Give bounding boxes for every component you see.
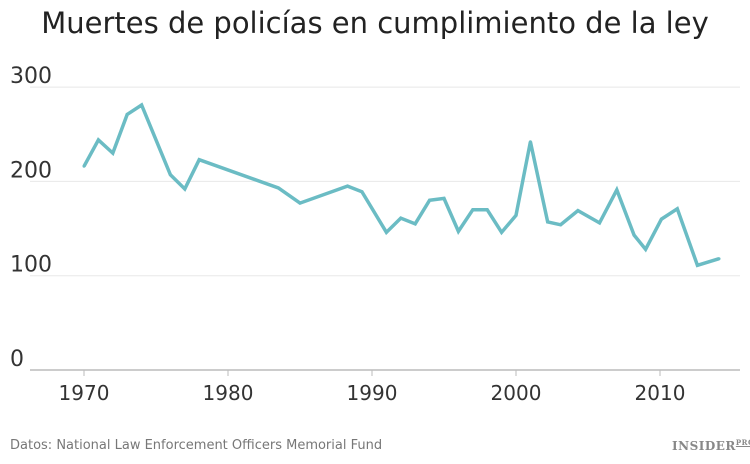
data-point [528, 140, 532, 144]
data-point [485, 208, 489, 212]
logo-text: INSIDER [672, 439, 736, 453]
data-point [413, 222, 417, 226]
x-tick-label: 2000 [491, 381, 542, 405]
data-point [659, 217, 663, 221]
data-point [197, 158, 201, 162]
data-point [546, 220, 550, 224]
chart-title: Muertes de policías en cumplimiento de l… [41, 6, 709, 40]
data-point [111, 151, 115, 155]
data-point [346, 184, 350, 188]
x-tick-label: 1980 [203, 381, 254, 405]
source-note: Datos: National Law Enforcement Officers… [10, 438, 383, 453]
data-point [183, 187, 187, 191]
data-point [695, 263, 699, 267]
data-point [471, 208, 475, 212]
data-point [559, 223, 563, 227]
data-point [96, 138, 100, 142]
insider-pro-logo: INSIDERPRO [672, 438, 750, 453]
data-point [298, 201, 302, 205]
data-point [140, 103, 144, 107]
data-point [428, 198, 432, 202]
data-point [399, 216, 403, 220]
y-tick-label: 100 [10, 253, 52, 278]
data-point [276, 186, 280, 190]
data-point [384, 230, 388, 234]
data-point [360, 190, 364, 194]
data-point [615, 188, 619, 192]
data-point [442, 196, 446, 200]
y-tick-label: 0 [10, 347, 24, 372]
data-point [500, 230, 504, 234]
data-point [576, 209, 580, 213]
y-tick-label: 300 [10, 64, 52, 89]
y-tick-label: 200 [10, 158, 52, 183]
data-line [82, 102, 720, 268]
x-tick-label: 1970 [59, 381, 110, 405]
data-point [514, 213, 518, 217]
data-point [456, 229, 460, 233]
data-point [82, 164, 86, 168]
x-tick-label: 1990 [347, 381, 398, 405]
data-point [644, 247, 648, 251]
data-point [632, 233, 636, 237]
data-point [717, 257, 721, 261]
logo-sup: PRO [735, 438, 750, 447]
x-tick-label: 2010 [635, 381, 686, 405]
data-point [675, 207, 679, 211]
data-point [168, 173, 172, 177]
data-point [598, 221, 602, 225]
data-point [125, 112, 129, 116]
